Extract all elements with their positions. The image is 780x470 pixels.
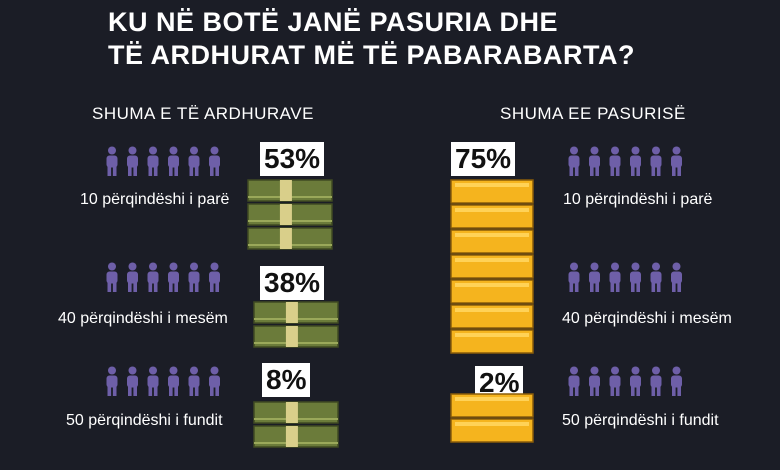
money-stack-icon <box>246 178 334 254</box>
person-icon <box>188 262 200 292</box>
people-group-bottom-50-wealth <box>566 366 684 398</box>
person-icon <box>168 146 179 176</box>
person-icon <box>568 146 580 176</box>
person-icon <box>609 262 621 292</box>
wealth-heading: SHUMA EE PASURISË <box>500 104 686 123</box>
person-icon <box>209 146 220 176</box>
person-icon <box>589 146 600 176</box>
people-group-top-10-income <box>104 146 222 178</box>
income-row-label: 10 përqindëshi i parë <box>80 191 230 208</box>
gold-bar-icon <box>449 178 535 357</box>
income-percent-badge: 8% <box>262 363 311 397</box>
money-stack-icon <box>252 300 340 352</box>
person-icon <box>671 146 682 176</box>
income-row-label: 40 përqindëshi i mesëm <box>58 310 228 327</box>
people-group-top-10-wealth <box>566 146 684 178</box>
gold-bar-icon <box>449 392 535 446</box>
person-icon <box>630 146 641 176</box>
title-line-1: KU NË BOTË JANË PASURIA DHE <box>108 7 559 37</box>
page-title: KU NË BOTË JANË PASURIA DHE TË ARDHURAT … <box>108 6 635 72</box>
income-percent-badge: 53% <box>260 142 325 176</box>
income-row-label: 50 përqindëshi i fundit <box>66 412 223 429</box>
person-icon <box>188 366 200 396</box>
person-icon <box>147 262 159 292</box>
person-icon <box>106 262 118 292</box>
person-icon <box>650 262 662 292</box>
person-icon <box>630 366 641 396</box>
person-icon <box>630 262 641 292</box>
person-icon <box>209 366 220 396</box>
people-group-bottom-50-income <box>104 366 222 398</box>
person-icon <box>589 262 600 292</box>
person-icon <box>127 146 138 176</box>
people-group-middle-40-wealth <box>566 262 684 294</box>
title-line-2: TË ARDHURAT MË TË PABARABARTA? <box>108 40 635 70</box>
person-icon <box>671 366 682 396</box>
person-icon <box>589 366 600 396</box>
person-icon <box>609 146 621 176</box>
wealth-percent-badge: 75% <box>451 142 516 176</box>
person-icon <box>106 366 118 396</box>
person-icon <box>188 146 200 176</box>
wealth-row-label: 50 përqindëshi i fundit <box>562 412 719 429</box>
income-percent-badge: 38% <box>260 266 325 300</box>
person-icon <box>650 366 662 396</box>
income-heading: SHUMA E TË ARDHURAVE <box>92 104 314 123</box>
person-icon <box>168 262 179 292</box>
person-icon <box>568 366 580 396</box>
money-stack-icon <box>252 400 340 452</box>
person-icon <box>168 366 179 396</box>
person-icon <box>609 366 621 396</box>
person-icon <box>127 262 138 292</box>
people-group-middle-40-income <box>104 262 222 294</box>
person-icon <box>568 262 580 292</box>
person-icon <box>209 262 220 292</box>
person-icon <box>147 146 159 176</box>
wealth-row-label: 40 përqindëshi i mesëm <box>562 310 732 327</box>
person-icon <box>650 146 662 176</box>
wealth-row-label: 10 përqindëshi i parë <box>563 191 713 208</box>
person-icon <box>106 146 118 176</box>
person-icon <box>147 366 159 396</box>
person-icon <box>127 366 138 396</box>
person-icon <box>671 262 682 292</box>
